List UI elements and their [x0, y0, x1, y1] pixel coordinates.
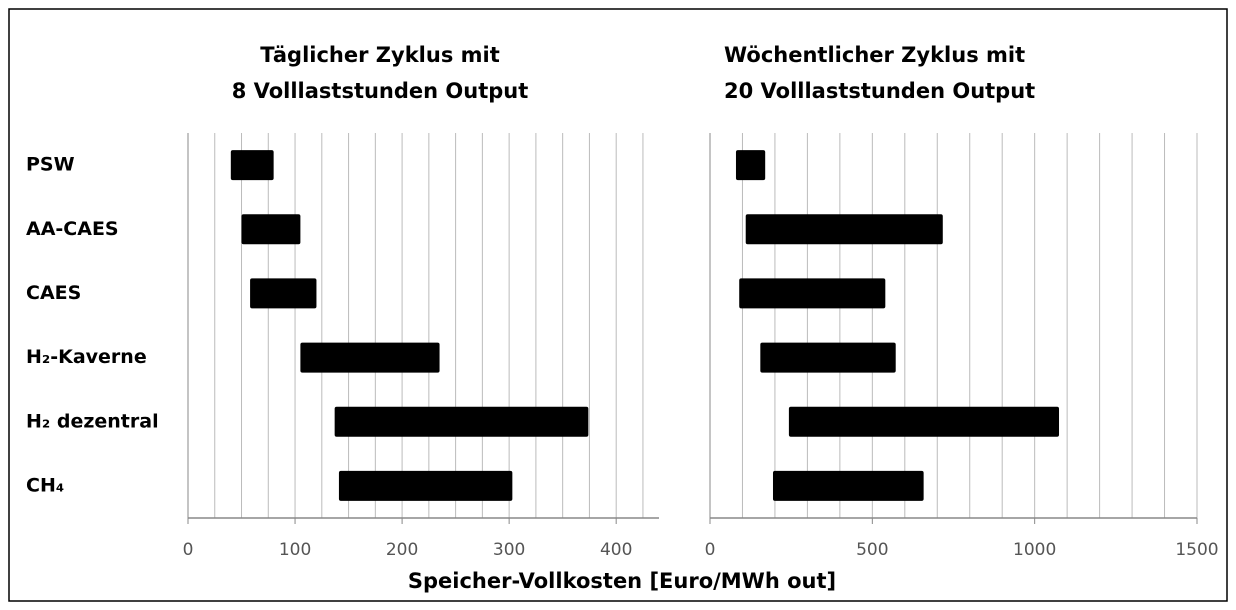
bar [338, 470, 513, 501]
x-axis-label: Speicher-Vollkosten [Euro/MWh out] [408, 569, 836, 593]
bar [745, 214, 943, 245]
bar [739, 278, 886, 309]
chart-title: 20 Volllaststunden Output [724, 79, 1035, 103]
category-label: CAES [26, 282, 81, 304]
x-tick-label: 500 [856, 540, 888, 560]
x-tick-label: 200 [386, 540, 418, 560]
bar [250, 278, 317, 309]
x-tick-label: 1500 [1175, 540, 1218, 560]
x-tick-label: 1000 [1013, 540, 1056, 560]
x-tick-label: 0 [705, 540, 716, 560]
chart-title: 8 Volllaststunden Output [232, 79, 529, 103]
bar [334, 406, 589, 437]
bar [241, 214, 301, 245]
bar [772, 470, 924, 501]
bar [300, 342, 440, 373]
x-tick-label: 0 [183, 540, 194, 560]
chart-title: Wöchentlicher Zyklus mit [724, 43, 1025, 67]
chart-title: Täglicher Zyklus mit [260, 43, 500, 67]
bar [760, 342, 896, 373]
x-tick-label: 100 [279, 540, 311, 560]
x-tick-label: 400 [600, 540, 632, 560]
x-tick-label: 300 [493, 540, 525, 560]
bar [230, 150, 274, 181]
bar [735, 150, 766, 181]
frame [8, 8, 1228, 602]
category-label: H₂-Kaverne [26, 346, 147, 368]
category-label: H₂ dezentral [26, 410, 159, 432]
category-label: AA-CAES [26, 218, 119, 240]
bar [788, 406, 1060, 437]
category-label: CH₄ [26, 474, 64, 496]
category-label: PSW [26, 154, 75, 176]
